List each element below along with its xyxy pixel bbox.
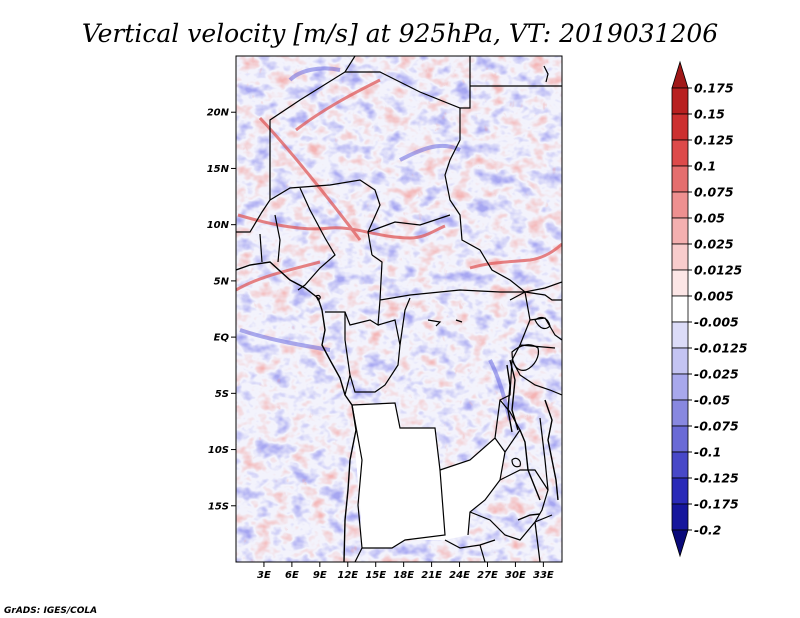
- lat-label: 5N: [214, 276, 230, 287]
- colorbar-label: -0.0125: [694, 341, 748, 356]
- colorbar-label: 0.075: [694, 185, 734, 200]
- lat-label: EQ: [214, 333, 230, 344]
- grads-credit: GrADS: IGES/COLA: [4, 606, 97, 616]
- colorbar-label: -0.2: [694, 523, 721, 538]
- lon-label: 3E: [257, 570, 271, 581]
- lon-label: 21E: [421, 570, 442, 581]
- lon-label: 6E: [285, 570, 299, 581]
- colorbar-label: 0.0125: [694, 263, 743, 278]
- lat-label: 15S: [208, 501, 229, 512]
- colorbar-label: 0.175: [694, 81, 734, 96]
- colorbar-label: -0.1: [694, 445, 721, 460]
- colorbar-swatch: [671, 165, 689, 193]
- colorbar-swatch: [671, 269, 689, 297]
- lakes: [315, 65, 551, 468]
- colorbar-label: -0.025: [694, 367, 739, 382]
- colorbar-label: 0.005: [694, 289, 734, 304]
- country-borders: [236, 56, 562, 562]
- lon-label: 15E: [365, 570, 386, 581]
- colorbar-swatch: [671, 373, 689, 401]
- colorbar-swatch: [671, 321, 689, 349]
- lat-label: 20N: [207, 108, 230, 119]
- colorbar-swatch: [671, 113, 689, 141]
- lon-label: 30E: [505, 570, 526, 581]
- colorbar-label: -0.005: [694, 315, 739, 330]
- lon-label: 24E: [449, 570, 470, 581]
- lat-label: 15N: [207, 164, 230, 175]
- lat-label: 10N: [207, 220, 230, 231]
- colorbar-swatch: [671, 399, 689, 427]
- lon-label: 9E: [313, 570, 327, 581]
- colorbar-swatch: [671, 503, 689, 531]
- lon-label: 27E: [477, 570, 498, 581]
- colorbar-swatch: [671, 243, 689, 271]
- map-frame: [235, 55, 563, 563]
- colorbar-label: 0.125: [694, 133, 734, 148]
- colorbar-swatch: [671, 529, 689, 558]
- lon-label: 12E: [337, 570, 358, 581]
- colorbar-swatch: [671, 191, 689, 219]
- colorbar-swatch: [671, 87, 689, 115]
- colorbar-swatch: [671, 477, 689, 505]
- colorbar-swatch: [671, 295, 689, 323]
- lat-label: 5S: [215, 389, 229, 400]
- lon-label: 33E: [533, 570, 554, 581]
- colorbar-label: -0.075: [694, 419, 739, 434]
- plain-region-angola: [352, 403, 470, 548]
- colorbar-swatch: [671, 347, 689, 375]
- colorbar-swatch: [671, 217, 689, 245]
- plain-region-zambia: [440, 438, 505, 535]
- colorbar-label: 0.1: [694, 159, 716, 174]
- colorbar-label: 0.15: [694, 107, 725, 122]
- colorbar: 0.175 0.15 0.125 0.1 0.075 0.05 0.025 0.0125 0.0…: [671, 60, 748, 558]
- lat-label: 10S: [208, 445, 229, 456]
- colorbar-label: 0.025: [694, 237, 734, 252]
- lon-label: 18E: [393, 570, 414, 581]
- colorbar-label: 0.05: [694, 211, 725, 226]
- colorbar-label: -0.175: [694, 497, 739, 512]
- colorbar-label: -0.125: [694, 471, 739, 486]
- positive-streaks: [236, 78, 562, 292]
- latitude-axis: 20N 15N 10N 5N EQ 5S 10S 15S: [207, 108, 236, 512]
- coastline: [236, 261, 559, 562]
- colorbar-swatch: [671, 451, 689, 479]
- longitude-axis: 3E 6E 9E 12E 15E 18E 21E 24E 27E 30E 33E: [257, 562, 554, 581]
- colorbar-swatch: [671, 425, 689, 453]
- colorbar-label: -0.05: [694, 393, 730, 408]
- colorbar-swatch: [671, 60, 689, 89]
- velocity-field: [236, 56, 562, 562]
- figure-title: Vertical velocity [m/s] at 925hPa, VT: 2…: [82, 19, 718, 48]
- colorbar-swatch: [671, 139, 689, 167]
